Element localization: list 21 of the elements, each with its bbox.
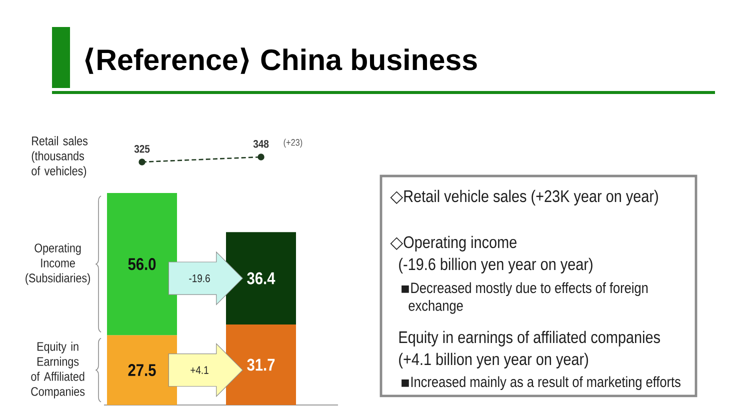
data-label: 325 (134, 144, 150, 153)
text: ◇Operating income (390, 236, 516, 252)
data-label: 36.4 (247, 272, 276, 284)
annotation: -19.6 (189, 274, 210, 282)
annotation: +4.1 (190, 366, 208, 374)
series-label: Operating Income (Subsidiaries) (26, 243, 90, 285)
data-label: 348 (253, 140, 269, 148)
text: Equity in earnings of affiliated companies (399, 330, 660, 346)
data-label: 27.5 (128, 364, 156, 376)
text: (+4.1 billion yen year on year) (399, 352, 588, 368)
data-label: 31.7 (247, 358, 275, 371)
text: (+23) (284, 138, 302, 148)
chart-title: ⟨Reference⟩ China business (85, 48, 477, 74)
data-label: 56.0 (128, 258, 156, 270)
text: ▪Increased mainly as a result of marketing efforts (402, 376, 680, 390)
text: (-19.6 billion yen year on year) (399, 258, 592, 274)
series-label: Equity in Earnings of Affiliated Companies (31, 342, 85, 398)
bar (107, 192, 178, 336)
y-axis-title: Retail sales (thousands of vehicles) (32, 136, 88, 178)
text: ◇Retail vehicle sales (+23K year on year) (390, 190, 658, 206)
text: ▪Decreased mostly due to effects of foreign exchange (402, 282, 648, 314)
